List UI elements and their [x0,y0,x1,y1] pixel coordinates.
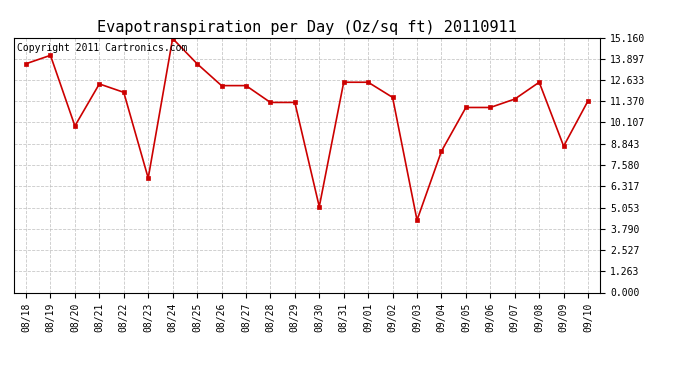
Text: Copyright 2011 Cartronics.com: Copyright 2011 Cartronics.com [17,43,187,52]
Title: Evapotranspiration per Day (Oz/sq ft) 20110911: Evapotranspiration per Day (Oz/sq ft) 20… [97,20,517,35]
